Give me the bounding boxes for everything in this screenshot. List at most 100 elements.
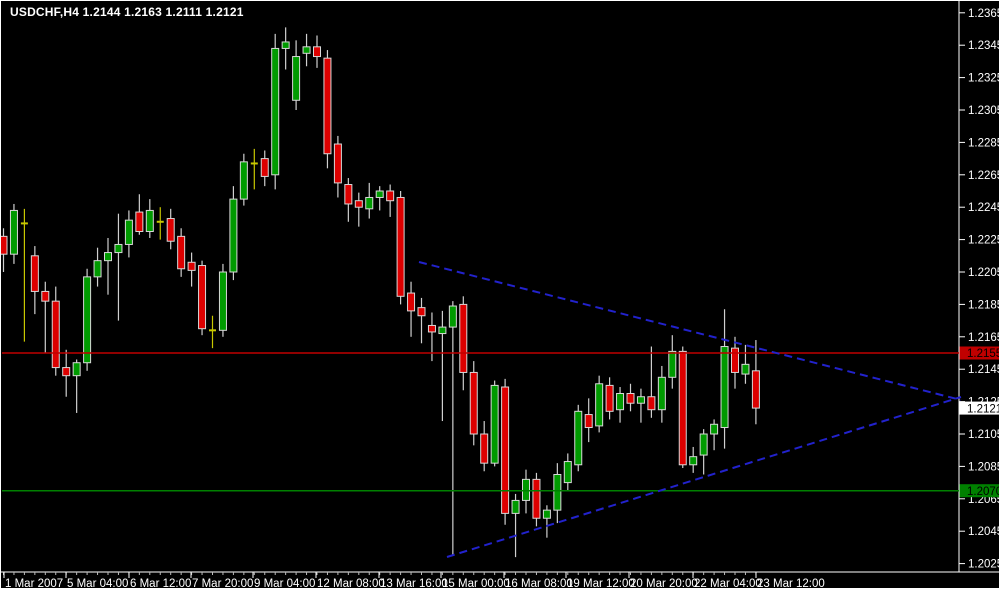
candle-21 (218, 263, 227, 337)
bull-candle-body (145, 209, 154, 233)
time-tick-label: 12 Mar 08:00 (317, 578, 385, 589)
candle-8 (83, 268, 92, 371)
resistance-price-box-label: 1.2155 (967, 348, 1000, 360)
time-tick-label: 1 Mar 2007 (5, 578, 63, 589)
candle-13 (135, 194, 144, 235)
bull-candle-body (302, 46, 311, 54)
bull-candle-body (668, 350, 677, 378)
price-tick-label: 1.2085 (968, 461, 1000, 473)
bear-candle-body (386, 190, 395, 202)
bear-candle-body (417, 307, 426, 317)
candle-35 (365, 182, 374, 219)
candle-40 (417, 297, 426, 344)
time-tick-label: 5 Mar 04:00 (67, 578, 128, 589)
candle-39 (407, 281, 416, 337)
price-tick-label: 1.2045 (968, 526, 1000, 538)
bull-candle-body (83, 276, 92, 364)
candle-15 (156, 207, 164, 240)
candle-47 (490, 380, 499, 467)
candle-18 (187, 252, 196, 287)
candle-29 (302, 33, 311, 67)
price-tick-label: 1.2265 (968, 170, 1000, 182)
current-price-box (959, 401, 999, 415)
candle-17 (177, 228, 186, 277)
bear-candle-body (1, 235, 8, 255)
candle-55 (574, 404, 583, 472)
candle-69 (720, 309, 729, 449)
candle-36 (375, 186, 384, 211)
candle-58 (605, 377, 614, 420)
time-tick-label: 23 Mar 12:00 (757, 578, 825, 589)
candle-48 (501, 378, 510, 525)
bull-candle-body (281, 41, 290, 49)
price-tick-label: 1.2185 (968, 299, 1000, 311)
bull-candle-body (710, 423, 719, 435)
bear-candle-body (501, 386, 510, 514)
candle-22 (229, 186, 238, 281)
candle-52 (542, 505, 551, 538)
price-tick-label: 1.2365 (968, 8, 1000, 20)
bull-candle-body (563, 461, 572, 484)
bull-candle-body (699, 433, 708, 456)
price-tick-label: 1.2205 (968, 267, 1000, 279)
candle-53 (553, 463, 562, 524)
price-axis[interactable]: 1.2365 1.2345 1.2325 1.2305 1.2285 1.2265 1.22… (958, 1, 1000, 572)
price-tick-label: 1.2285 (968, 137, 1000, 149)
bull-candle-body (689, 456, 698, 466)
candle-43 (448, 301, 457, 556)
bear-candle-body (323, 57, 332, 155)
candle-9 (93, 247, 102, 287)
time-tick-label: 15 Mar 00:00 (442, 578, 510, 589)
candles-layer (1, 27, 760, 558)
candle-11 (114, 213, 123, 321)
candle-10 (104, 237, 112, 295)
candle-61 (636, 388, 645, 423)
bull-candle-body (574, 410, 583, 466)
candle-57 (595, 375, 604, 433)
trendline-upper[interactable] (418, 261, 962, 401)
price-tick-label: 1.2225 (968, 235, 1000, 247)
candle-59 (616, 387, 625, 423)
bull-candle-body (490, 384, 499, 464)
bull-candle-body (448, 305, 457, 328)
bull-candle-body (375, 190, 384, 198)
time-tick-label: 22 Mar 04:00 (694, 578, 762, 589)
price-tick-label: 1.2025 (968, 559, 1000, 571)
candle-25 (260, 150, 269, 187)
bull-candle-body (124, 219, 133, 245)
bull-candle-body (657, 376, 666, 411)
bull-candle-body (741, 363, 750, 375)
candle-68 (710, 419, 719, 451)
bull-candle-body (104, 252, 112, 262)
candle-0 (1, 228, 8, 272)
chart-symbol-title: USDCHF,H4 1.2144 1.2163 1.2111 1.2121 (10, 5, 244, 19)
bull-candle-body (218, 271, 227, 331)
bull-candle-body (93, 260, 102, 278)
bull-candle-body (616, 393, 625, 411)
candle-67 (699, 429, 708, 475)
bear-candle-body (354, 200, 363, 208)
candle-51 (532, 472, 541, 527)
bull-candle-body (553, 474, 562, 511)
candle-12 (124, 210, 133, 258)
trendline-lower[interactable] (446, 396, 962, 558)
bull-candle-body (595, 383, 604, 427)
price-tick-label: 1.2345 (968, 40, 1000, 52)
time-axis[interactable]: 1 Mar 2007 5 Mar 04:00 6 Mar 12:00 7 Mar 20… (1, 571, 1000, 589)
bear-candle-body (751, 370, 760, 409)
candle-30 (313, 35, 321, 68)
bear-candle-body (427, 324, 436, 333)
resistance-price-box (959, 346, 999, 360)
candle-16 (166, 208, 175, 250)
bear-candle-body (532, 478, 541, 519)
time-tick-label: 19 Mar 12:00 (567, 578, 635, 589)
candle-71 (741, 344, 750, 384)
bull-candle-body (72, 362, 81, 377)
price-tick-label: 1.2165 (968, 332, 1000, 344)
bull-candle-body (511, 499, 520, 514)
candle-26 (271, 33, 280, 190)
bear-candle-body (626, 393, 635, 404)
time-tick-label: 13 Mar 16:00 (380, 578, 448, 589)
